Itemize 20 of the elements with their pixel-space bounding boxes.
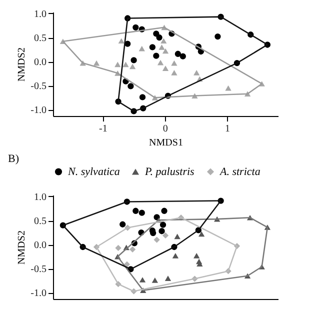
x-axis-title: NMDS1	[149, 138, 183, 148]
y-axis-title: NMDS2	[16, 230, 28, 264]
legend-label: N. sylvatica	[67, 166, 120, 178]
y-axis-title: NMDS2	[16, 48, 28, 82]
y-tick-label: -0.5	[30, 264, 46, 276]
x-tick-label: 0	[162, 124, 168, 134]
y-tick-label: -0.5	[30, 81, 46, 92]
y-tick-label: -1.0	[30, 105, 46, 116]
y-tick-label: 1.0	[34, 8, 46, 20]
y-tick-label: 0.0	[34, 240, 46, 252]
y-tick-label: -1.0	[30, 288, 46, 300]
x-tick-label: -1	[99, 124, 108, 134]
y-tick-label: 0.5	[34, 33, 46, 44]
legend-label: P. palustris	[144, 166, 194, 178]
y-tick-label: 1.0	[34, 192, 46, 203]
x-tick-label: 1	[225, 124, 230, 134]
text: B)	[8, 153, 20, 165]
y-tick-label: 0.5	[34, 216, 46, 228]
y-tick-label: 0.0	[34, 57, 46, 68]
legend-label: A. stricta	[219, 166, 261, 178]
